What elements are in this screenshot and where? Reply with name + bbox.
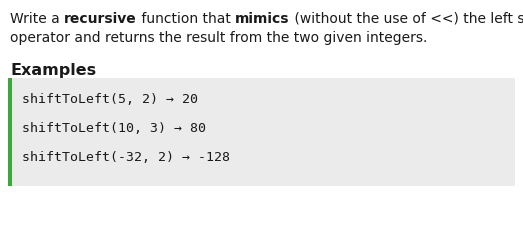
FancyBboxPatch shape (8, 79, 515, 186)
Text: shiftToLeft(-32, 2) → -128: shiftToLeft(-32, 2) → -128 (22, 150, 230, 163)
Text: operator and returns the result from the two given integers.: operator and returns the result from the… (10, 31, 427, 45)
Text: function that: function that (137, 12, 235, 26)
Text: mimics: mimics (235, 12, 290, 26)
Text: shiftToLeft(10, 3) → 80: shiftToLeft(10, 3) → 80 (22, 122, 206, 134)
FancyBboxPatch shape (8, 79, 12, 186)
Text: shiftToLeft(5, 2) → 20: shiftToLeft(5, 2) → 20 (22, 93, 198, 106)
Text: recursive: recursive (64, 12, 137, 26)
Text: Examples: Examples (10, 63, 96, 78)
Text: Write a: Write a (10, 12, 64, 26)
Text: (without the use of <<) the left shift: (without the use of <<) the left shift (290, 12, 523, 26)
